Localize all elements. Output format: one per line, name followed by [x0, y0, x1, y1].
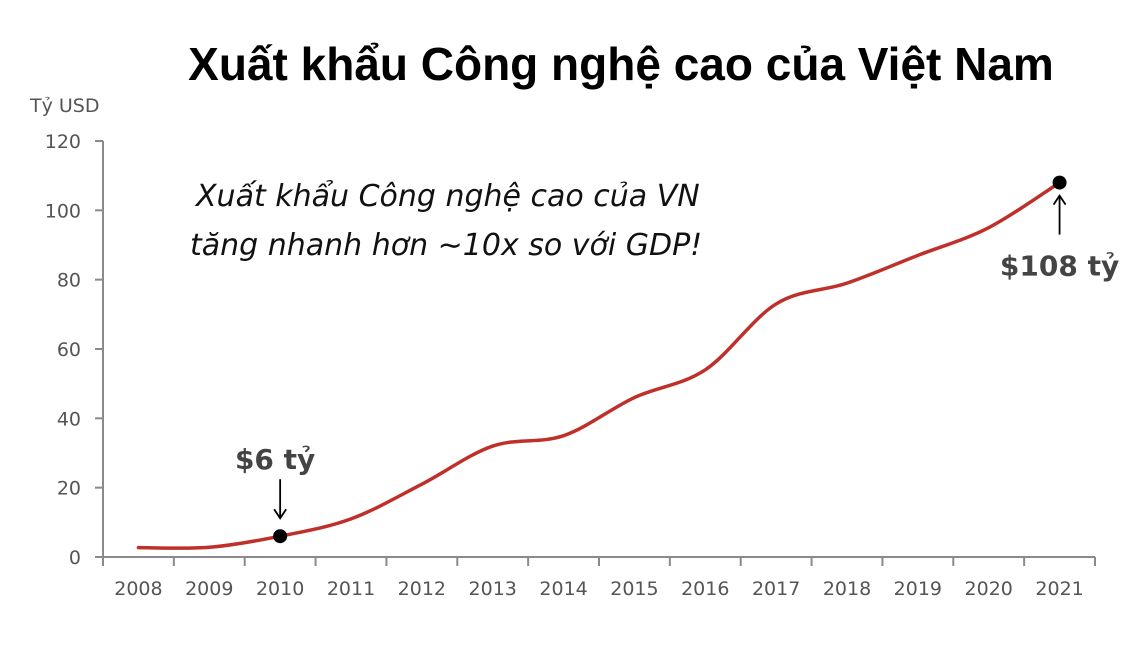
x-tick-label: 2017 — [752, 578, 800, 600]
annotation-line-1: Xuất khẩu Công nghệ cao của VN — [194, 178, 700, 214]
x-tick-label: 2020 — [965, 578, 1013, 600]
x-tick-label: 2015 — [610, 578, 658, 600]
x-tick-label: 2009 — [185, 578, 233, 600]
callouts: $6 tỷ $108 tỷ — [235, 175, 1119, 544]
x-tick-label: 2013 — [469, 578, 517, 600]
y-tick-label: 60 — [57, 339, 81, 361]
y-tick-label: 0 — [69, 547, 81, 569]
y-tick-label: 120 — [45, 131, 81, 153]
x-tick-label: 2012 — [398, 578, 446, 600]
y-axis-ticks: 0 20 40 60 80 100 120 — [45, 131, 103, 569]
annotation-line-2: tăng nhanh hơn ∼10x so với GDP! — [190, 228, 702, 263]
chart-title: Xuất khẩu Công nghệ cao của Việt Nam — [188, 38, 1054, 90]
y-tick-label: 80 — [57, 270, 81, 292]
x-tick-label: 2021 — [1035, 578, 1083, 600]
x-tick-label: 2011 — [327, 578, 375, 600]
highlight-point — [273, 529, 288, 544]
y-tick-label: 100 — [45, 200, 81, 222]
callout-arrow-head — [273, 508, 287, 520]
x-tick-label: 2016 — [681, 578, 729, 600]
series-line — [136, 180, 1062, 550]
y-tick-label: 40 — [57, 408, 81, 430]
x-tick-label: 2008 — [114, 578, 162, 600]
y-tick-label: 20 — [57, 478, 81, 500]
callout-label: $6 tỷ — [235, 443, 315, 476]
y-axis-unit-label: Tỷ USD — [29, 95, 100, 117]
x-tick-label: 2019 — [894, 578, 942, 600]
x-tick-label: 2010 — [256, 578, 304, 600]
x-tick-label: 2014 — [539, 578, 587, 600]
callout-label: $108 tỷ — [1000, 250, 1119, 283]
highlight-point — [1052, 175, 1067, 190]
callout-arrow-head — [1052, 193, 1067, 206]
x-axis-ticks: 2008 2009 2010 2011 2012 2013 2014 2015 2016 2017… — [102, 557, 1096, 600]
x-tick-label: 2018 — [823, 578, 871, 600]
